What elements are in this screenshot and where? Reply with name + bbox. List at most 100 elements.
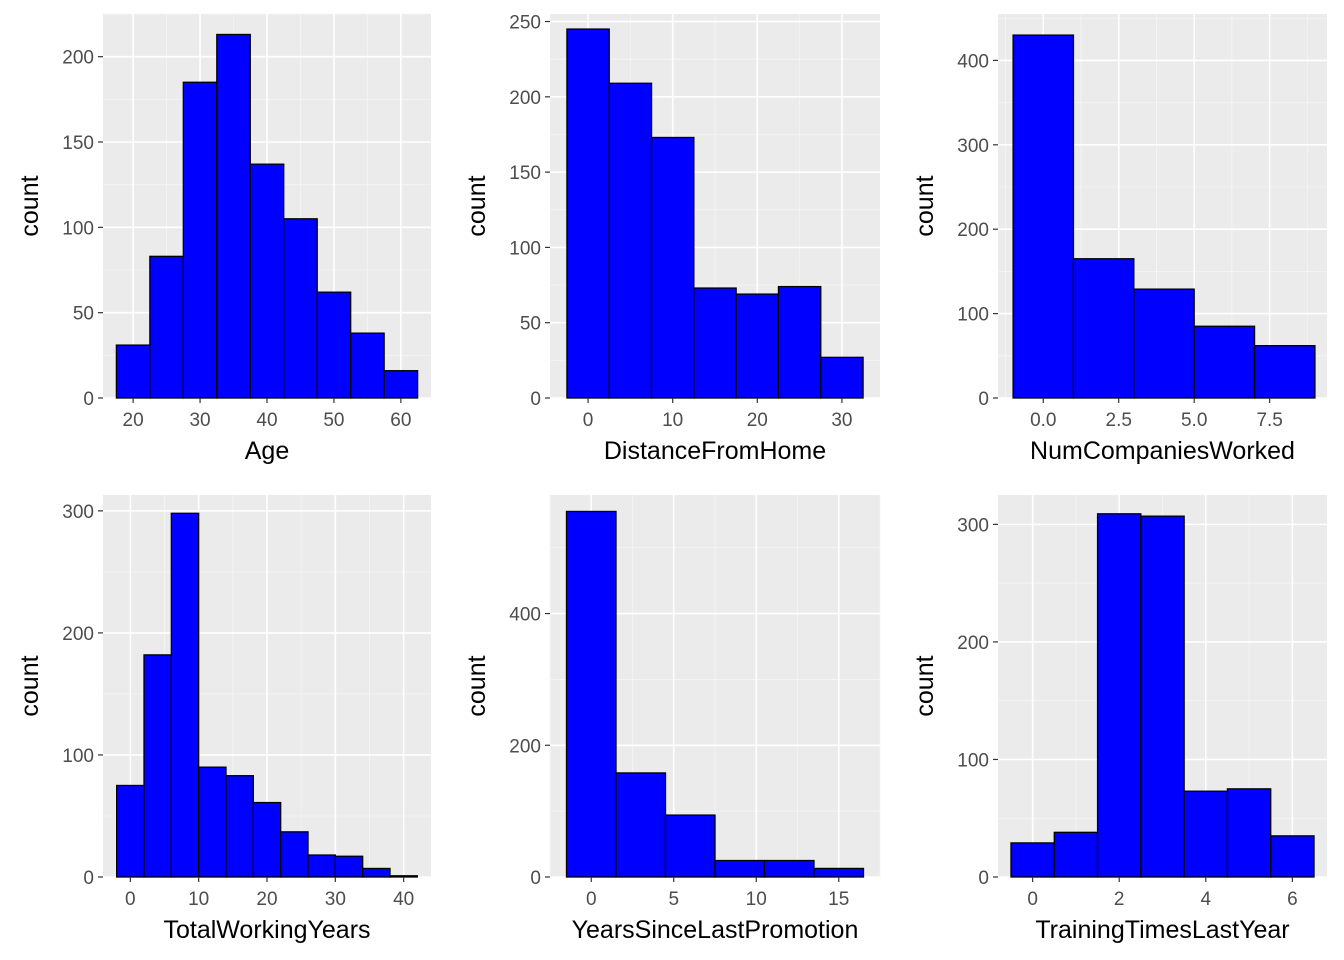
x-tick-label: 2	[1114, 889, 1125, 910]
histogram-bar	[149, 255, 184, 399]
histogram-bar	[249, 163, 285, 399]
histogram-bar	[1270, 835, 1315, 878]
y-tick-label: 50	[73, 304, 94, 325]
chart-total-working-years: 0 10 20 30 40 0 100 200 300 TotalWorkingYears coun…	[16, 495, 431, 944]
x-tick-label: 15	[828, 889, 849, 910]
histogram-bar	[650, 136, 695, 399]
x-axis-title: TotalWorkingYears	[163, 916, 370, 944]
x-tick-label: 30	[831, 410, 852, 431]
histogram-bar	[389, 875, 418, 878]
x-tick-label: 30	[325, 889, 346, 910]
y-tick-label: 300	[62, 502, 94, 523]
y-tick-label: 200	[509, 88, 541, 109]
x-tick-label: 10	[746, 889, 767, 910]
y-tick-label: 100	[509, 238, 541, 259]
histogram-bar	[1253, 345, 1316, 399]
x-tick-label: 0	[125, 889, 136, 910]
x-tick-label: 5	[668, 889, 679, 910]
histogram-bar	[664, 814, 716, 878]
y-tick-label: 200	[509, 736, 541, 757]
y-tick-label: 100	[62, 218, 94, 239]
histogram-bar	[198, 766, 227, 878]
y-tick-label: 0	[83, 389, 94, 410]
histogram-bar	[143, 654, 172, 878]
histogram-bar	[813, 867, 865, 878]
histogram-bar	[252, 801, 282, 878]
histogram-bar	[350, 332, 385, 399]
y-tick-label: 0	[530, 389, 541, 410]
histogram-bar	[334, 855, 364, 878]
x-tick-label: 40	[256, 410, 277, 431]
histogram-bar	[1183, 790, 1229, 878]
histogram-bar	[777, 285, 822, 399]
y-tick-label: 200	[62, 624, 94, 645]
y-tick-label: 400	[957, 51, 989, 72]
y-tick-label: 50	[520, 314, 541, 335]
x-axis-title: DistanceFromHome	[604, 437, 826, 465]
histogram-bar	[1140, 515, 1185, 878]
y-axis-title: count	[16, 175, 44, 236]
chart-distance-from-home: 0 10 20 30 0 50 100 150 200 250 DistanceFromHome co…	[463, 13, 880, 465]
y-axis-title: count	[463, 175, 491, 236]
x-tick-label: 0	[586, 889, 597, 910]
histogram-bar	[362, 867, 391, 878]
y-tick-label: 200	[957, 633, 989, 654]
x-tick-label: 2.5	[1106, 410, 1132, 431]
y-axis-title: count	[911, 175, 939, 236]
histogram-bar	[280, 831, 309, 878]
y-tick-label: 100	[957, 750, 989, 771]
histogram-bar	[1193, 325, 1256, 399]
histogram-bar	[566, 28, 610, 399]
chart-num-companies-worked: 0.0 2.5 5.0 7.5 0 100 200 300 400 NumCompaniesWor…	[911, 14, 1327, 465]
histogram-bar	[115, 344, 151, 399]
x-tick-label: 20	[256, 889, 277, 910]
histogram-bar	[283, 218, 318, 399]
histogram-bar	[216, 33, 251, 399]
x-tick-label: 50	[323, 410, 344, 431]
histogram-bar	[565, 510, 617, 878]
histogram-bar	[316, 291, 352, 399]
y-tick-label: 200	[957, 220, 989, 241]
histogram-bar	[1133, 288, 1195, 399]
x-tick-label: 4	[1201, 889, 1212, 910]
histogram-bar	[735, 293, 780, 399]
chart-age: 20 30 40 50 60 0 50 100 150 200 Age count	[16, 13, 431, 465]
x-tick-label: 5.0	[1181, 410, 1207, 431]
x-axis-title: TrainingTimesLastYear	[1035, 916, 1289, 944]
y-tick-label: 300	[957, 515, 989, 536]
histogram-bar	[1053, 831, 1099, 878]
x-axis-title: Age	[245, 437, 289, 465]
histogram-bar	[714, 859, 766, 878]
y-tick-label: 400	[509, 605, 541, 626]
histogram-bar	[182, 81, 218, 399]
x-tick-label: 60	[390, 410, 411, 431]
x-tick-label: 7.5	[1256, 410, 1282, 431]
y-axis-title: count	[911, 655, 939, 716]
histogram-bar	[820, 356, 864, 399]
histogram-bar	[1012, 34, 1075, 399]
chart-years-since-last-promotion: 0 5 10 15 0 200 400 YearsSinceLastPromotion coun…	[463, 495, 881, 944]
x-tick-label: 0.0	[1030, 410, 1056, 431]
y-tick-label: 150	[62, 133, 94, 154]
histogram-bar	[1096, 513, 1142, 878]
x-axis-title: YearsSinceLastPromotion	[572, 916, 859, 944]
x-tick-label: 0	[583, 410, 594, 431]
x-tick-label: 6	[1287, 889, 1298, 910]
histogram-bar	[763, 859, 815, 878]
histogram-bar	[615, 772, 667, 878]
histogram-bar	[225, 775, 254, 878]
y-tick-label: 0	[978, 389, 989, 410]
y-tick-label: 0	[978, 868, 989, 889]
y-tick-label: 250	[509, 13, 541, 34]
chart-training-times-last-year: 0 2 4 6 0 100 200 300 TrainingTimesLastYear count	[911, 495, 1327, 944]
histogram-bar	[1072, 258, 1135, 399]
y-tick-label: 100	[62, 746, 94, 767]
x-axis-title: NumCompaniesWorked	[1030, 437, 1295, 465]
histogram-bar	[116, 784, 145, 878]
histogram-bar	[693, 287, 737, 399]
y-tick-label: 150	[509, 163, 541, 184]
y-axis-title: count	[16, 655, 44, 716]
y-tick-label: 0	[83, 868, 94, 889]
y-axis-title: count	[463, 655, 491, 716]
histogram-bar	[1010, 842, 1055, 878]
